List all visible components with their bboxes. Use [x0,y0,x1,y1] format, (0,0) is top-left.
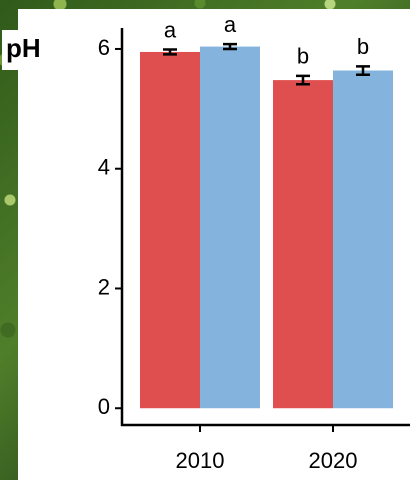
bar [140,51,200,409]
y-tick-label: 4 [98,155,110,180]
bar [273,80,333,409]
error-bar [356,65,370,76]
significance-letter: b [357,34,369,59]
error-bar [163,48,177,56]
y-tick-label: 0 [98,394,110,419]
significance-letter: a [224,12,237,37]
error-bar [223,42,237,51]
significance-letter: b [297,44,309,69]
y-tick-label: 6 [98,35,110,60]
x-tick-label: 2010 [176,448,225,473]
bar [333,70,393,409]
error-bar [296,74,310,86]
x-tick-label: 2020 [309,448,358,473]
bar [200,46,260,409]
chart-title: pH [6,33,41,63]
title-box [2,30,62,70]
y-tick-label: 2 [98,274,110,299]
significance-letter: a [164,17,177,42]
